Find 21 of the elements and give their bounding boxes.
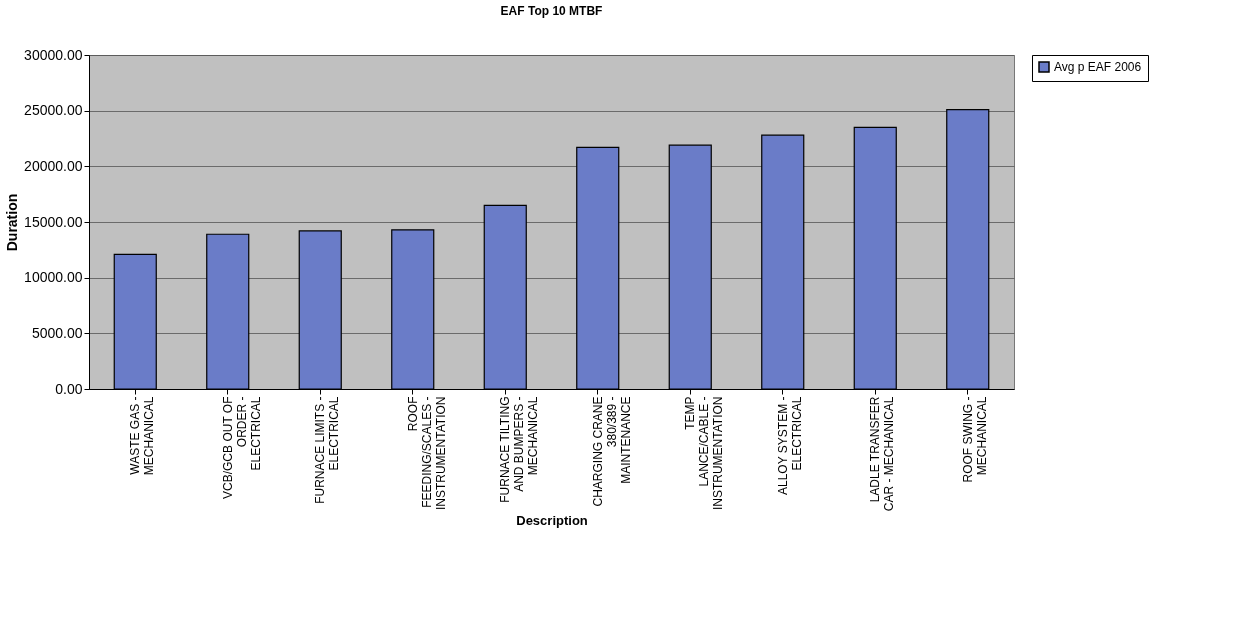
x-tick-label: ROOF SWING - MECHANICAL — [960, 396, 989, 483]
y-tick-label: 0.00 — [55, 380, 83, 397]
legend-label: Avg p EAF 2006 — [1054, 60, 1142, 74]
x-tick-label: LADLE TRANSFER CAR - MECHANICAL — [868, 396, 897, 512]
y-tick-label: 30000.00 — [24, 46, 83, 63]
x-tick-label: ALLOY SYSTEM - ELECTRICAL — [775, 396, 804, 495]
y-tick-label: 5000.00 — [31, 324, 83, 341]
x-tick-label: TEMP LANCE/CABLE - INSTRUMENTATION — [683, 396, 726, 511]
x-tick-label: WASTE GAS - MECHANICAL — [128, 396, 157, 476]
y-tick-label: 15000.00 — [24, 213, 83, 230]
y-axis-title: Duration — [4, 193, 21, 252]
chart-title: EAF Top 10 MTBF — [500, 4, 603, 18]
y-tick-label: 20000.00 — [24, 157, 83, 174]
x-tick-label: FURNACE LIMITS - ELECTRICAL — [313, 396, 342, 504]
x-tick-label: ROOF FEEDING/SCALES - INSTRUMENTATION — [405, 396, 448, 511]
x-tick-label: FURNACE TILTING AND BUMPERS - MECHANICAL — [498, 396, 541, 503]
x-tick-label: VCB/GCB OUT OF ORDER - ELECTRICAL — [220, 396, 263, 499]
y-tick-label: 10000.00 — [24, 269, 83, 286]
y-tick-label: 25000.00 — [24, 102, 83, 119]
x-axis-title: Description — [516, 513, 588, 529]
x-tick-label: CHARGING CRANE 380/389 - MAINTENANCE — [590, 396, 633, 507]
